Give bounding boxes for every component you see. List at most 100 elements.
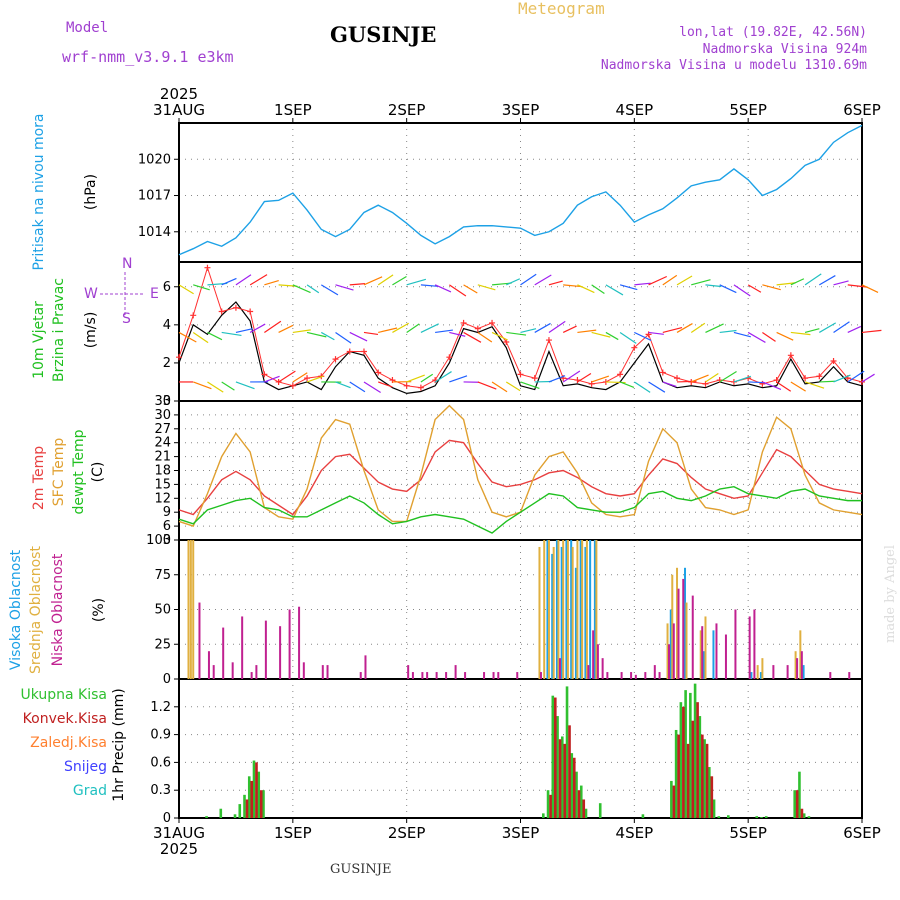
wind-direction-arrow [207, 331, 223, 341]
wind-direction-arrow [335, 284, 354, 291]
total-precip-bar [712, 799, 716, 818]
date-label-top: 31AUG [153, 101, 205, 119]
y-tick-label: 0.6 [150, 755, 171, 770]
wind-direction-arrow [762, 284, 781, 291]
ylabel-wind-2: Brzina i Pravac [51, 278, 67, 382]
total-precip-bar [802, 813, 806, 818]
wind-direction-arrow [249, 323, 266, 333]
gust-marker [417, 384, 424, 391]
wind-direction-arrow [690, 322, 706, 333]
wind-direction-arrow [548, 320, 566, 333]
low-cloud-bar [212, 665, 215, 679]
wind-direction-arrow [619, 331, 637, 344]
total-precip-bar [717, 816, 721, 818]
y-tick-label: 1017 [138, 189, 171, 204]
y-tick-label: 0 [163, 394, 171, 409]
wind-direction-arrow [363, 276, 383, 286]
date-label-top: 2SEP [388, 101, 426, 119]
compass-east: E [150, 286, 159, 302]
low-cloud-bar [653, 665, 656, 679]
wind-direction-arrow [335, 381, 351, 389]
gust-marker [787, 352, 794, 359]
gust-marker [645, 331, 652, 338]
wind-gust-line [178, 266, 863, 389]
ylabel-pressure: Pritisak na nivou mora [31, 113, 47, 270]
conv-precip-bar [710, 776, 714, 818]
wind-direction-arrow [506, 278, 521, 286]
legend-freezing-precip: Zaledj.Kisa [30, 735, 107, 751]
conv-precip-bar [572, 757, 576, 818]
y-tick-label: 50 [154, 603, 171, 618]
low-cloud-bar [796, 658, 799, 679]
low-cloud-bar [558, 658, 561, 679]
date-label-bottom: 3SEP [502, 824, 540, 842]
wind-direction-arrow [861, 373, 875, 383]
low-cloud-bar [829, 672, 832, 679]
date-label-bottom: 1SEP [274, 824, 312, 842]
total-precip-bar [262, 790, 265, 818]
gust-marker [517, 371, 524, 378]
low-cloud-bar [454, 665, 457, 679]
wind-direction-arrow [449, 284, 467, 297]
y-tick-label: 100 [146, 533, 171, 548]
mid-cloud-bar [189, 540, 192, 679]
pressure-line [178, 124, 863, 256]
total-precip-bar [670, 780, 673, 818]
gust-marker [474, 325, 481, 332]
gust-marker [802, 375, 809, 382]
wind-direction-arrow [378, 327, 398, 334]
mid-cloud-bar [192, 540, 195, 679]
high-cloud-bar [565, 540, 568, 679]
gust-marker [375, 369, 382, 376]
wind-direction-arrow [520, 273, 537, 286]
low-cloud-bar [715, 623, 718, 679]
date-label-top: 6SEP [843, 101, 881, 119]
wind-direction-arrow [648, 275, 667, 286]
high-cloud-bar [560, 546, 563, 679]
wind-direction-arrow [264, 375, 280, 383]
total-precip-bar [689, 692, 692, 818]
wind-direction-arrow [733, 331, 751, 338]
wind-direction-arrow [804, 273, 822, 286]
wind-direction-arrow [193, 381, 212, 390]
wind-direction-arrow [577, 329, 597, 334]
model-label: Model [66, 20, 109, 36]
date-label-bottom: 2SEP [388, 824, 426, 842]
wind-direction-arrow [790, 278, 805, 286]
low-cloud-bar [601, 658, 604, 679]
high-cloud-bar [750, 672, 753, 679]
ylabel-dewpt: dewpt Temp [71, 429, 87, 514]
conv-precip-bar [245, 799, 249, 818]
y-tick-label: 1014 [138, 225, 171, 240]
mid-cloud-bar [676, 567, 679, 679]
chart-title: GUSINJE [330, 22, 437, 47]
gust-marker [759, 380, 766, 387]
high-cloud-bar [802, 665, 805, 679]
wind-direction-arrow [719, 284, 737, 294]
total-precip-bar [798, 771, 801, 818]
wind-direction-arrow [861, 284, 879, 293]
gust-marker [460, 319, 467, 326]
t2m-line [178, 439, 863, 516]
y-tick-label: 3 [163, 533, 171, 548]
wind-direction-arrow [719, 370, 737, 383]
y-tick-label: 24 [154, 436, 171, 451]
high-cloud-bar [584, 546, 587, 679]
low-cloud-bar [298, 606, 301, 679]
mid-cloud-bar [794, 651, 797, 679]
gust-marker [261, 371, 268, 378]
wind-direction-arrow [719, 329, 737, 334]
elevation-label: Nadmorska Visina 924m [702, 42, 867, 57]
mid-cloud-bar [704, 616, 707, 679]
mid-cloud-bar [566, 540, 569, 679]
low-cloud-bar [634, 674, 637, 679]
y-tick-label: 27 [154, 422, 171, 437]
high-cloud-bar [669, 609, 672, 679]
y-tick-label: 12 [154, 491, 171, 506]
total-precip-bar [708, 767, 711, 818]
low-cloud-bar [592, 630, 595, 679]
wind-direction-arrow [733, 375, 752, 383]
wind-direction-arrow [676, 323, 693, 333]
date-label-top: 3SEP [502, 101, 540, 119]
total-precip-bar [542, 813, 545, 818]
